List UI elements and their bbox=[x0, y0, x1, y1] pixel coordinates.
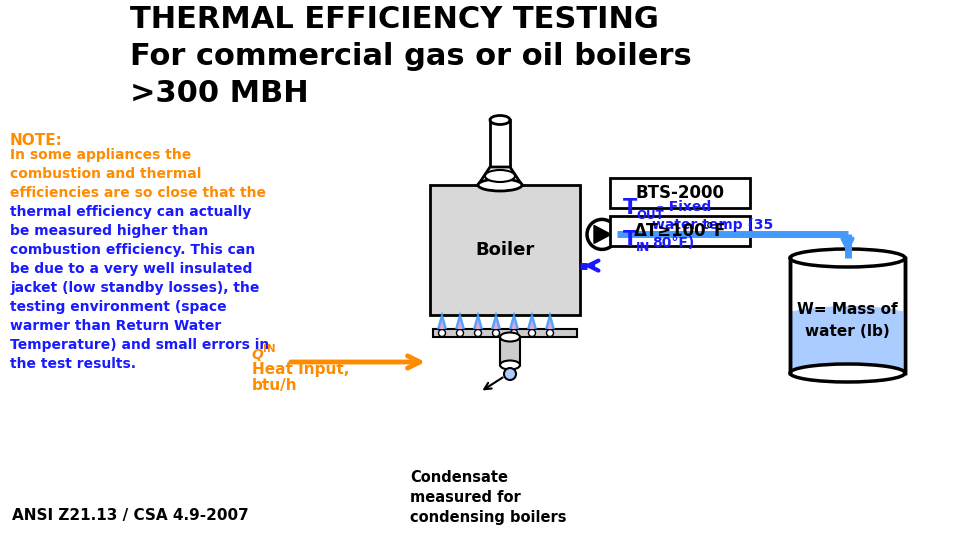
Polygon shape bbox=[475, 320, 481, 329]
Text: IN: IN bbox=[263, 344, 276, 354]
Bar bbox=[433, 329, 577, 337]
Text: ΔT≥100°F: ΔT≥100°F bbox=[634, 222, 726, 240]
Circle shape bbox=[439, 329, 445, 336]
Polygon shape bbox=[527, 311, 537, 329]
Bar bbox=[792, 311, 903, 371]
Text: OUT: OUT bbox=[636, 210, 663, 222]
Bar bbox=[500, 337, 520, 365]
Polygon shape bbox=[594, 225, 611, 244]
Text: T: T bbox=[623, 230, 637, 249]
Ellipse shape bbox=[792, 306, 903, 320]
Bar bbox=[610, 178, 750, 208]
Circle shape bbox=[457, 329, 464, 336]
Text: For commercial gas or oil boilers: For commercial gas or oil boilers bbox=[130, 42, 692, 71]
Ellipse shape bbox=[478, 179, 522, 191]
Text: – Fixed
water temp (35
80°F): – Fixed water temp (35 80°F) bbox=[652, 200, 773, 249]
Polygon shape bbox=[509, 311, 519, 329]
Ellipse shape bbox=[500, 361, 520, 369]
Text: BTS-2000: BTS-2000 bbox=[636, 184, 725, 202]
Text: Heat Input,: Heat Input, bbox=[252, 362, 349, 377]
Ellipse shape bbox=[490, 116, 510, 125]
Polygon shape bbox=[491, 311, 501, 329]
Ellipse shape bbox=[500, 333, 520, 341]
Circle shape bbox=[587, 219, 617, 249]
Polygon shape bbox=[547, 320, 553, 329]
Polygon shape bbox=[458, 320, 463, 329]
Text: thermal efficiency can actually
be measured higher than
combustion efficiency. T: thermal efficiency can actually be measu… bbox=[10, 205, 269, 370]
Text: Boiler: Boiler bbox=[475, 241, 535, 259]
Polygon shape bbox=[493, 320, 498, 329]
Bar bbox=[610, 216, 750, 246]
Text: THERMAL EFFICIENCY TESTING: THERMAL EFFICIENCY TESTING bbox=[130, 5, 659, 34]
Polygon shape bbox=[545, 311, 555, 329]
Bar bbox=[790, 258, 905, 373]
Circle shape bbox=[511, 329, 517, 336]
Polygon shape bbox=[437, 311, 447, 329]
Text: Condensate
measured for
condensing boilers: Condensate measured for condensing boile… bbox=[410, 470, 566, 524]
Polygon shape bbox=[478, 167, 522, 185]
Text: W= Mass of
water (lb): W= Mass of water (lb) bbox=[797, 302, 898, 339]
Polygon shape bbox=[530, 320, 535, 329]
Text: ANSI Z21.13 / CSA 4.9-2007: ANSI Z21.13 / CSA 4.9-2007 bbox=[12, 508, 249, 523]
Text: btu/h: btu/h bbox=[252, 378, 298, 393]
Circle shape bbox=[492, 329, 499, 336]
Polygon shape bbox=[473, 311, 483, 329]
Ellipse shape bbox=[485, 170, 515, 182]
Text: NOTE:: NOTE: bbox=[10, 133, 62, 148]
Ellipse shape bbox=[790, 364, 905, 382]
Text: Q: Q bbox=[252, 348, 264, 362]
Text: >300 MBH: >300 MBH bbox=[130, 79, 308, 108]
Bar bbox=[430, 185, 580, 315]
Bar bbox=[490, 120, 510, 167]
Polygon shape bbox=[512, 320, 516, 329]
Text: In some appliances the
combustion and thermal
efficiencies are so close that the: In some appliances the combustion and th… bbox=[10, 148, 266, 200]
Circle shape bbox=[474, 329, 482, 336]
Text: T: T bbox=[623, 198, 637, 218]
Circle shape bbox=[504, 368, 516, 380]
Text: IN: IN bbox=[636, 241, 650, 254]
Polygon shape bbox=[455, 311, 465, 329]
Circle shape bbox=[546, 329, 554, 336]
Ellipse shape bbox=[790, 249, 905, 267]
Circle shape bbox=[529, 329, 536, 336]
Polygon shape bbox=[440, 320, 444, 329]
